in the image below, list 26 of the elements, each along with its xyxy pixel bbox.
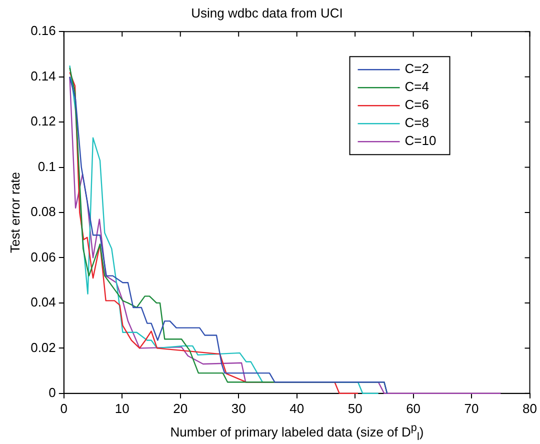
x-tick-label: 40: [290, 400, 304, 416]
y-tick-label: 0.14: [30, 68, 56, 84]
y-tick-label: 0.02: [30, 340, 56, 355]
y-tick-label: 0.12: [30, 114, 56, 129]
x-tick-label: 60: [406, 400, 421, 416]
x-tick-label: 20: [173, 400, 188, 416]
x-tick-label: 10: [114, 400, 130, 416]
y-tick-label: 0.08: [30, 204, 56, 220]
x-axis-title: Number of primary labeled data (size of D$^{p}$$_{l}$): [169, 422, 425, 443]
chart-title: Using wdbc data from UCI: [191, 5, 343, 20]
legend-label: C=8: [404, 115, 429, 130]
x-tick-label: 70: [464, 400, 479, 416]
y-tick-label: 0.1: [38, 158, 56, 174]
legend-label: C=6: [404, 97, 429, 112]
y-tick-label: 0.04: [30, 294, 56, 310]
legend-label: C=4: [404, 79, 429, 94]
x-tick-label: 50: [348, 400, 362, 416]
legend-label: C=2: [404, 61, 429, 76]
y-tick-label: 0.16: [30, 23, 56, 38]
legend-label: C=10: [404, 133, 436, 148]
y-tick-label: 0: [48, 384, 56, 400]
x-tick-label: 0: [60, 400, 68, 416]
x-tick-label: 30: [231, 400, 246, 416]
y-axis-title: Test error rate: [7, 172, 22, 253]
y-tick-label: 0.06: [30, 249, 56, 264]
x-tick-label: 80: [522, 400, 538, 416]
